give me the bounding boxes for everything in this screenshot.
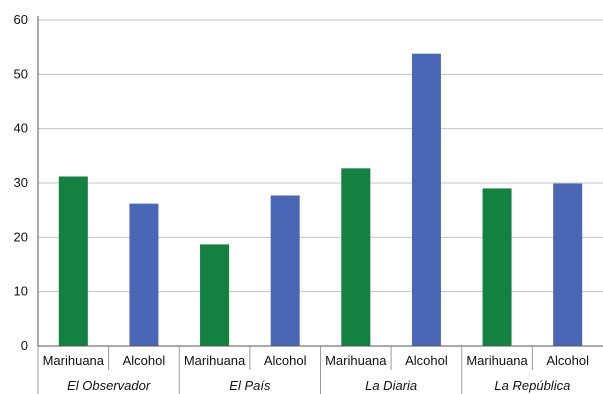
bar-alcohol-3 (411, 53, 441, 346)
x-category-label: Alcohol (123, 353, 166, 368)
y-tick-label: 0 (21, 338, 28, 353)
x-category-labels: Marihuana Alcohol Marihuana Alcohol Marihuan… (43, 353, 590, 368)
x-category-label: Marihuana (325, 353, 387, 368)
bar-marihuana-4 (482, 188, 512, 346)
bar-alcohol-4 (553, 183, 583, 346)
x-category-label: Marihuana (184, 353, 246, 368)
x-group-label: La Diaria (365, 378, 417, 393)
x-category-label: Alcohol (405, 353, 448, 368)
bar-alcohol-2 (270, 195, 300, 346)
y-tick-label: 10 (14, 284, 28, 299)
y-tick-label: 60 (14, 12, 28, 27)
y-tick-label: 20 (14, 229, 28, 244)
gridlines (38, 19, 603, 293)
x-group-label: El País (229, 378, 271, 393)
x-category-label: Alcohol (264, 353, 307, 368)
bar-alcohol-1 (129, 203, 159, 346)
x-group-label: El Observador (67, 378, 151, 393)
bars (58, 53, 583, 346)
y-tick-label: 50 (14, 66, 28, 81)
y-tick-label: 40 (14, 121, 28, 136)
x-group-labels: El Observador El País La Diaria La Repúblic… (67, 378, 570, 393)
x-group-label: La República (494, 378, 570, 393)
y-tick-labels: 0 10 20 30 40 50 60 (14, 12, 28, 353)
x-category-label: Marihuana (43, 353, 105, 368)
axes (37, 16, 603, 394)
bar-marihuana-3 (341, 168, 371, 346)
bar-marihuana-2 (200, 244, 230, 346)
x-category-label: Alcohol (546, 353, 589, 368)
y-tick-label: 30 (14, 175, 28, 190)
bar-marihuana-1 (58, 176, 88, 346)
x-category-label: Marihuana (466, 353, 528, 368)
